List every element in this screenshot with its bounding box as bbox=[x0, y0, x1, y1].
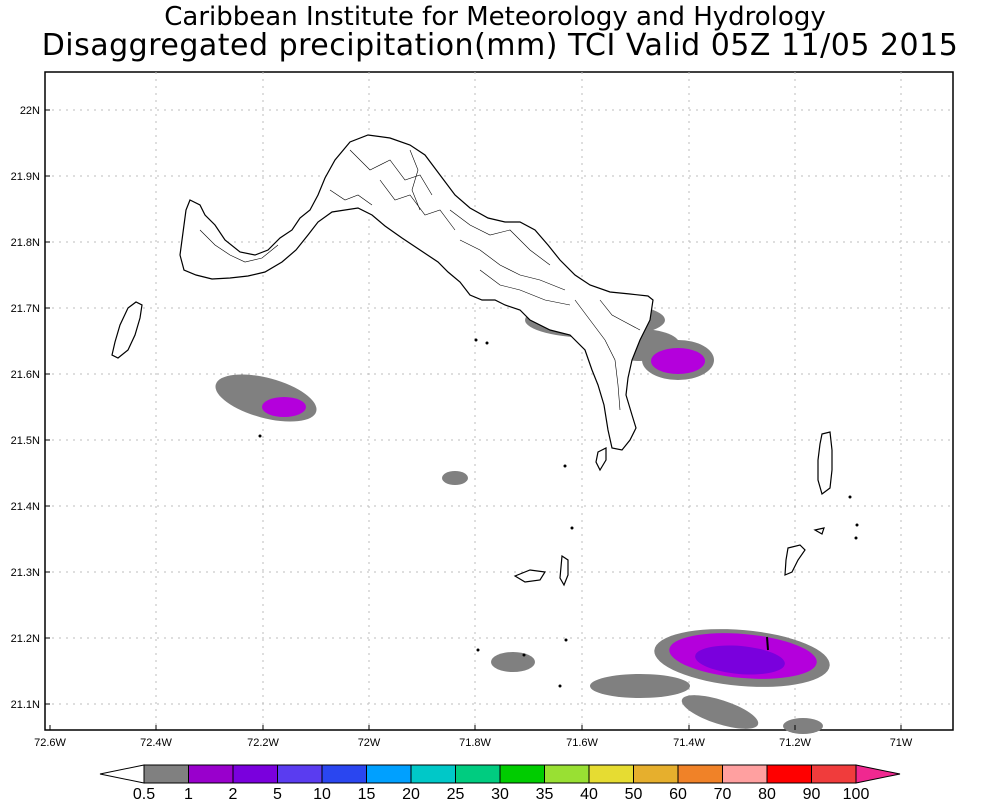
lon-tick-label: 72W bbox=[358, 737, 381, 749]
colorbar-swatch bbox=[366, 764, 412, 784]
colorbar-label: 20 bbox=[402, 786, 420, 800]
lat-tick-label: 21.5N bbox=[11, 435, 40, 447]
colorbar-label: 25 bbox=[447, 786, 465, 800]
lon-tick-label: 72.2W bbox=[247, 737, 279, 749]
island-west-caicos bbox=[111, 301, 143, 359]
title-line-2: Disaggregated precipitation(mm) TCI Vali… bbox=[41, 28, 959, 63]
colorbar-swatch bbox=[410, 764, 456, 784]
small-islets bbox=[258, 338, 859, 688]
lon-tick-label: 71.2W bbox=[779, 737, 811, 749]
lat-tick-label: 21.8N bbox=[11, 237, 40, 249]
lon-tick-label: 71.6W bbox=[566, 737, 598, 749]
precip-area-south-small bbox=[491, 652, 535, 672]
lat-tick-label: 21.2N bbox=[11, 633, 40, 645]
colorbar-label: 100 bbox=[843, 786, 870, 800]
lat-tick-label: 21.9N bbox=[11, 171, 40, 183]
colorbar-swatch bbox=[722, 764, 768, 784]
colorbar-label: 80 bbox=[758, 786, 776, 800]
colorbar-label: 60 bbox=[669, 786, 687, 800]
coastlines bbox=[111, 134, 833, 587]
interior-boundaries bbox=[199, 149, 641, 411]
island-south-cay-1 bbox=[513, 569, 547, 583]
colorbar-label: 10 bbox=[313, 786, 331, 800]
colorbar-swatch bbox=[499, 764, 545, 784]
lat-tick-label: 21.6N bbox=[11, 369, 40, 381]
colorbar-swatch bbox=[677, 764, 723, 784]
colorbar-label: 70 bbox=[714, 786, 732, 800]
colorbar-label: 90 bbox=[803, 786, 821, 800]
precip-area-small bbox=[442, 471, 468, 485]
island-south-cay-2 bbox=[559, 554, 569, 587]
lon-tick-label: 71.4W bbox=[673, 737, 705, 749]
colorbar-swatch bbox=[766, 764, 812, 784]
colorbar-label: 40 bbox=[580, 786, 598, 800]
lat-tick-label: 21.4N bbox=[11, 501, 40, 513]
island-grand-turk bbox=[817, 431, 833, 496]
colorbar: 0.5 1 2 5 10 15 20 25 30 35 40 50 60 70 80 90 100 bbox=[99, 764, 901, 800]
precip-1-2-east bbox=[651, 348, 705, 374]
lat-tick-label: 21.1N bbox=[11, 699, 40, 711]
colorbar-label: 2 bbox=[229, 786, 238, 800]
precip-area-bottom bbox=[783, 718, 823, 734]
colorbar-swatch bbox=[321, 764, 367, 784]
precip-area-south-band bbox=[590, 674, 690, 698]
latitude-labels: 22N 21.9N 21.8N 21.7N 21.6N 21.5N 21.4N 21.3N 21… bbox=[11, 105, 50, 711]
colorbar-over-arrow bbox=[855, 764, 901, 784]
colorbar-swatch bbox=[277, 764, 323, 784]
colorbar-label: 0.5 bbox=[133, 786, 155, 800]
colorbar-under-arrow bbox=[99, 764, 145, 784]
colorbar-label: 15 bbox=[358, 786, 376, 800]
lat-tick-label: 21.3N bbox=[11, 567, 40, 579]
colorbar-swatch bbox=[633, 764, 679, 784]
map-panel bbox=[44, 71, 954, 731]
precip-1-2-west bbox=[262, 397, 306, 417]
colorbar-label: 1 bbox=[184, 786, 193, 800]
title-line-1: Caribbean Institute for Meteorology and … bbox=[164, 2, 826, 32]
islet-2 bbox=[813, 527, 825, 535]
lon-tick-label: 71.8W bbox=[459, 737, 491, 749]
colorbar-label: 35 bbox=[536, 786, 554, 800]
colorbar-swatch bbox=[143, 764, 189, 784]
colorbar-swatch bbox=[588, 764, 634, 784]
lat-tick-label: 22N bbox=[20, 105, 40, 117]
lon-tick-label: 72.6W bbox=[34, 737, 66, 749]
island-caicos-main bbox=[179, 134, 654, 451]
colorbar-label: 30 bbox=[491, 786, 509, 800]
lon-tick-label: 71W bbox=[890, 737, 913, 749]
colorbar-swatch bbox=[232, 764, 278, 784]
precip-2-5-southeast bbox=[695, 645, 785, 675]
lon-tick-label: 72.4W bbox=[140, 737, 172, 749]
colorbar-swatch bbox=[188, 764, 234, 784]
colorbar-label: 5 bbox=[273, 786, 282, 800]
precip-area-south-band-2 bbox=[681, 695, 759, 729]
colorbar-swatch bbox=[455, 764, 501, 784]
islet-1 bbox=[595, 447, 607, 472]
colorbar-label: 50 bbox=[625, 786, 643, 800]
lat-tick-label: 21.7N bbox=[11, 303, 40, 315]
colorbar-swatch bbox=[811, 764, 857, 784]
colorbar-swatch bbox=[544, 764, 590, 784]
longitude-labels: 72.6W 72.4W 72.2W 72W 71.8W 71.6W 71.4W 71.2W 71… bbox=[34, 725, 913, 749]
island-salt-cay bbox=[784, 544, 806, 576]
